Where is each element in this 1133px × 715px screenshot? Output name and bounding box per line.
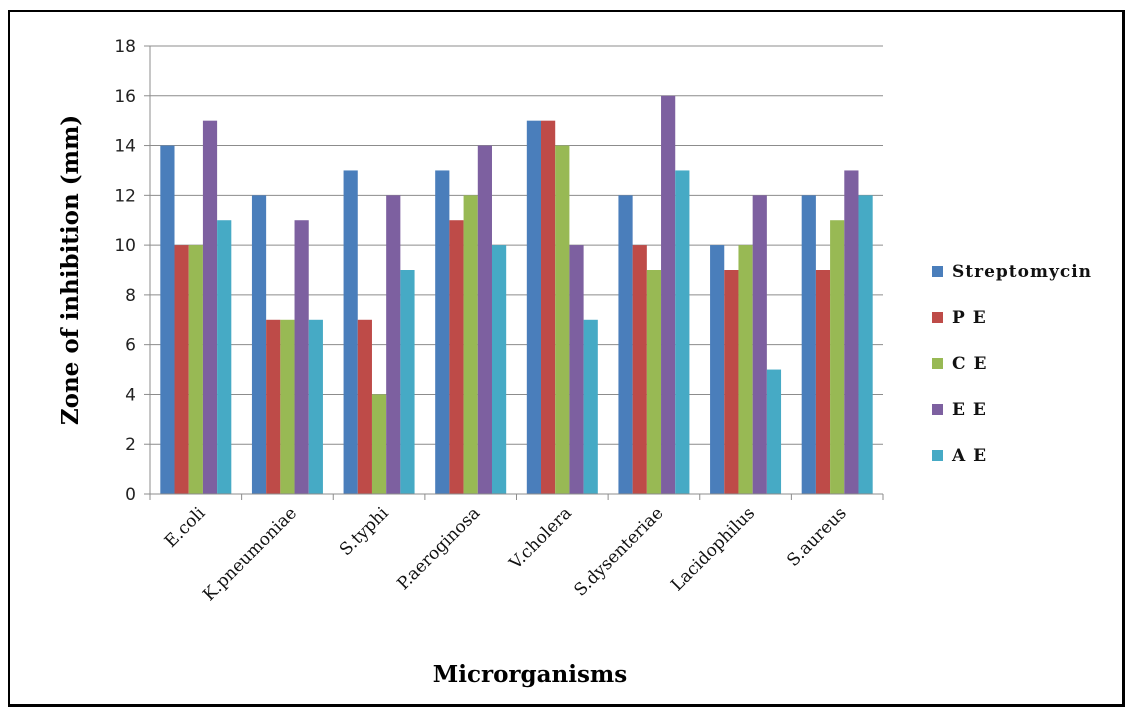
bar xyxy=(357,319,372,494)
y-tick-label: 10 xyxy=(114,236,136,256)
bar xyxy=(386,195,401,495)
x-tick-label: S.aureus xyxy=(783,503,850,570)
x-axis-title: Microrganisms xyxy=(433,661,627,688)
bar xyxy=(294,220,309,494)
legend-swatch xyxy=(932,404,943,415)
bar xyxy=(202,120,218,495)
y-axis-title: Zone of inhibition (mm) xyxy=(57,115,84,425)
x-tick-label: V.cholera xyxy=(505,503,576,574)
legend-label: P E xyxy=(952,308,987,328)
y-tick-labels: 0 2 4 6 8 10 12 14 16 18 xyxy=(114,37,136,505)
bar xyxy=(251,195,267,495)
bar xyxy=(801,195,816,495)
y-tick-label: 4 xyxy=(125,385,136,405)
bar xyxy=(400,270,415,494)
legend-swatch xyxy=(932,312,943,323)
bar xyxy=(738,245,753,494)
bar xyxy=(618,195,633,495)
bar xyxy=(858,195,873,495)
y-tick-label: 0 xyxy=(125,485,136,505)
bar xyxy=(371,394,387,494)
bar xyxy=(477,145,492,495)
bar xyxy=(815,270,831,494)
y-tick-label: 12 xyxy=(114,186,136,206)
bar xyxy=(174,245,189,494)
bar xyxy=(541,120,556,495)
y-tick-label: 16 xyxy=(114,87,136,107)
bar xyxy=(463,195,478,495)
bar xyxy=(555,145,570,495)
x-tick-label: S.typhi xyxy=(336,503,393,560)
x-tick-label: P.aeroginosa xyxy=(393,503,484,594)
legend-swatch xyxy=(932,266,943,277)
y-tick-label: 6 xyxy=(125,336,136,356)
bar xyxy=(583,319,598,494)
legend-swatch xyxy=(932,358,943,369)
x-tick-label: S.dysenteriae xyxy=(570,503,667,600)
bar xyxy=(710,245,725,494)
legend-label: Streptomycin xyxy=(952,262,1092,282)
bar xyxy=(646,270,662,494)
bar xyxy=(217,220,232,494)
bar xyxy=(526,120,542,495)
y-tick-label: 14 xyxy=(114,137,136,157)
legend-label: E E xyxy=(952,400,987,420)
bar xyxy=(675,170,690,494)
x-tick-label: K.pneumoniae xyxy=(199,503,301,605)
bar xyxy=(449,220,464,494)
bar xyxy=(266,319,281,494)
bar xyxy=(844,170,859,494)
y-tick-label: 8 xyxy=(125,286,136,306)
legend-swatch xyxy=(932,450,943,461)
bar xyxy=(661,95,676,495)
bar xyxy=(724,270,739,494)
bar xyxy=(569,245,584,494)
x-tick-label: E.coli xyxy=(161,503,210,552)
bars xyxy=(160,95,873,495)
bar xyxy=(766,369,782,494)
bar xyxy=(435,170,450,494)
y-tick-label: 18 xyxy=(114,37,136,57)
bar xyxy=(160,145,175,495)
bar xyxy=(280,319,295,494)
bar xyxy=(343,170,358,494)
legend: Streptomycin P E C E E E A E xyxy=(932,262,1092,466)
bar xyxy=(491,245,507,494)
bar xyxy=(830,220,845,494)
bar xyxy=(188,245,203,494)
bar xyxy=(632,245,647,494)
x-tick-label: Lacidophilus xyxy=(667,503,759,595)
y-tick-label: 2 xyxy=(125,435,136,455)
bar xyxy=(752,195,767,495)
axes xyxy=(149,46,884,500)
legend-label: C E xyxy=(952,354,987,374)
legend-label: A E xyxy=(951,446,987,466)
bar xyxy=(308,319,323,494)
